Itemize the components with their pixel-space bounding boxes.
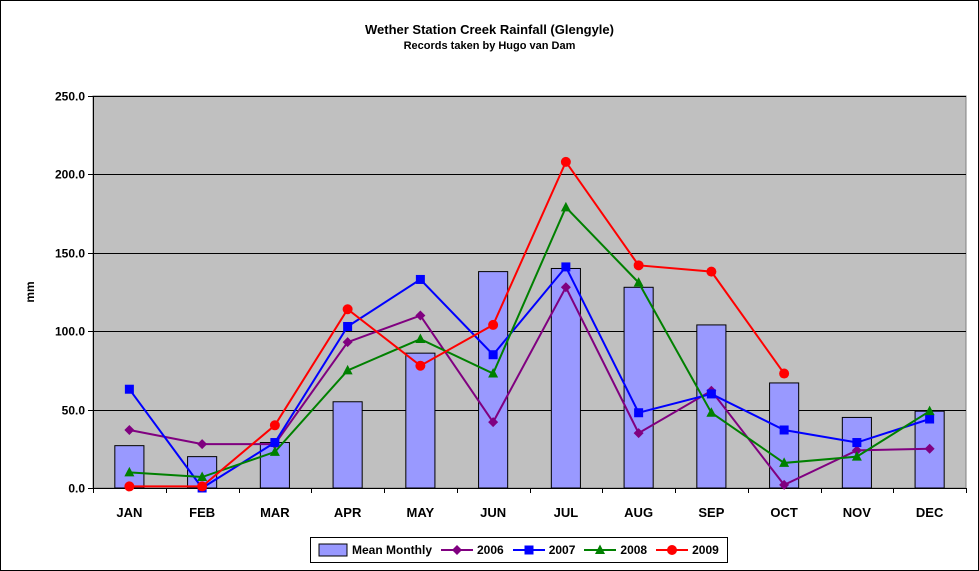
series-line-2007 [128,265,930,490]
chart-legend: Mean Monthly 2006 2007 2008 2009 [310,537,728,563]
bar-apr [332,401,363,489]
legend-item: 2006 [440,542,504,558]
x-tick-label: NOV [843,505,872,520]
x-tick-label: DEC [916,505,944,520]
series-line-2006 [129,285,930,487]
point-2006-aug [633,428,644,439]
bar-jul [550,267,581,489]
point-2007-dec [925,414,935,424]
legend-swatch [441,545,473,555]
point-2009-jun [488,319,499,330]
bar-sep [696,324,727,489]
point-2006-dec [924,443,935,454]
legend-swatch-marker [595,544,606,554]
legend-swatch [318,543,348,557]
point-2006-jan [124,424,135,435]
x-tick-label: JAN [116,505,142,520]
y-tick-label: 150.0 [55,247,85,261]
y-tick-label: 200.0 [55,168,85,182]
point-2006-apr [342,337,353,348]
point-2007-oct [779,425,789,435]
bar-jun [478,271,509,489]
point-2006-may [415,310,426,321]
legend-label: 2007 [548,543,576,557]
point-2007-apr [343,321,353,331]
x-tick-label: JUN [480,505,506,520]
bar-may [405,352,436,489]
series-line-2008 [129,205,931,479]
legend-item: 2009 [655,542,719,558]
point-2009-mar [269,420,280,431]
point-2008-oct [779,457,790,467]
point-2008-jan [124,466,135,477]
y-tick-label: 250.0 [55,90,85,104]
point-2006-jun [488,417,499,428]
legend-item: 2007 [512,542,576,558]
point-2006-jul [560,282,571,293]
x-tick-label: SEP [698,505,724,520]
x-tick-label: OCT [770,505,798,520]
x-tick-label: AUG [624,505,653,520]
legend-swatch [656,545,689,555]
x-tick-label: APR [334,505,362,520]
y-axis-label: mm [23,281,37,302]
point-2008-may [415,333,426,344]
point-2007-aug [634,408,644,418]
chart-subtitle: Records taken by Hugo van Dam [403,40,576,52]
x-tick-label: JUL [554,505,579,520]
point-2008-mar [269,446,280,456]
legend-label: 2008 [620,543,648,557]
point-2007-jul [561,262,571,272]
point-2009-sep [706,266,717,277]
point-2007-may [415,274,425,284]
point-2006-nov [851,445,862,456]
point-2007-jan [124,384,134,394]
point-2007-jun [488,350,498,360]
point-2009-oct [779,368,790,379]
legend-swatch-marker [667,545,678,555]
point-2008-jul [560,201,571,212]
point-2009-apr [342,304,353,315]
y-tick-label: 100.0 [55,325,85,339]
point-2008-feb [197,471,208,482]
point-2008-aug [633,277,644,287]
bar-aug [623,286,654,489]
y-tick-label: 0.0 [68,482,85,496]
point-2007-sep [706,389,716,399]
legend-label: 2009 [692,543,719,557]
point-2007-nov [852,438,862,448]
point-2008-apr [342,364,353,375]
legend-swatch-bar [318,543,348,557]
point-2007-mar [270,438,280,448]
x-tick-label: MAR [260,505,290,520]
legend-label: Mean Monthly [352,543,432,557]
point-2009-jan [124,481,135,492]
legend-swatch-marker [524,545,534,555]
y-tick-label: 50.0 [62,404,86,418]
point-2008-nov [851,451,862,461]
point-2009-feb [197,481,208,492]
legend-swatch [584,544,617,554]
point-2009-aug [633,260,644,271]
legend-item: 2008 [583,542,647,558]
x-tick-label: MAY [407,505,435,520]
point-2008-jun [488,368,499,378]
point-2009-may [415,360,426,371]
legend-item: Mean Monthly [317,542,432,558]
point-2009-jul [560,156,571,167]
legend-swatch-marker [452,545,462,555]
chart-title: Wether Station Creek Rainfall (Glengyle) [365,22,614,37]
legend-swatch [512,545,545,555]
point-2008-sep [706,407,717,417]
point-2006-feb [197,439,208,450]
point-2006-oct [779,479,790,490]
point-2008-dec [924,405,935,416]
legend-label: 2006 [477,543,504,557]
x-tick-label: FEB [189,505,215,520]
series-line-2009 [129,159,785,488]
